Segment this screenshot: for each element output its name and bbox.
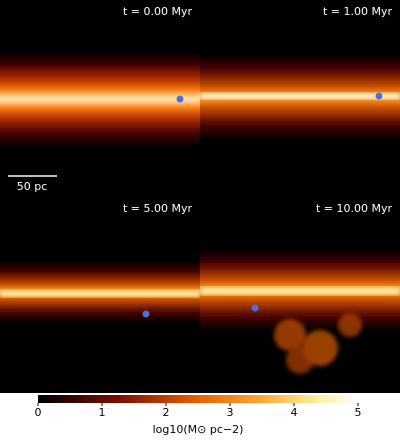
tick-label: 2	[163, 406, 170, 419]
tick-label: 3	[227, 406, 234, 419]
tracer-dot	[142, 310, 150, 318]
colorbar	[38, 395, 358, 403]
tick-label: 1	[99, 406, 106, 419]
panel-label: t = 10.00 Myr	[316, 202, 393, 215]
tracer-dot	[375, 92, 383, 100]
panel-image	[0, 52, 200, 146]
panel-image	[0, 262, 200, 322]
tick-label: 0	[35, 406, 42, 419]
panel-label: t = 0.00 Myr	[123, 5, 193, 18]
panel-label: t = 5.00 Myr	[123, 202, 193, 215]
tracer-dot	[251, 304, 259, 312]
tick-label: 5	[355, 406, 362, 419]
tracer-dot	[176, 95, 184, 103]
panel-label: t = 1.00 Myr	[323, 5, 393, 18]
tick-label: 4	[291, 406, 298, 419]
panel-image	[200, 250, 400, 374]
colorbar-label: log10(M⊙ pc−2)	[153, 423, 244, 436]
panel-image	[200, 55, 400, 139]
scale-bar-label: 50 pc	[17, 180, 48, 193]
